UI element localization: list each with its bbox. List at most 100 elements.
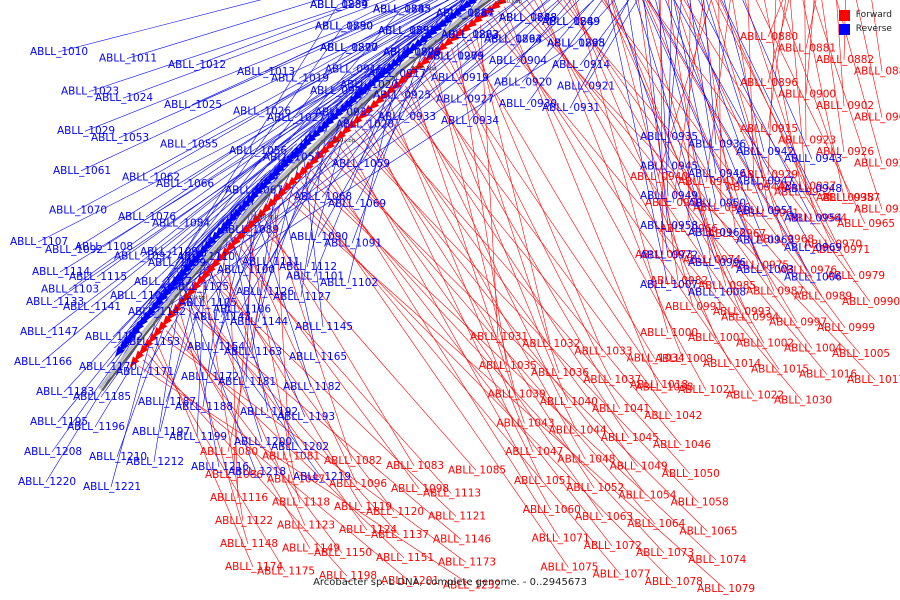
reverse-gene-label: ABLL_0945 [640,161,698,173]
forward-gene-label: ABLL_1071 [532,533,590,545]
legend-reverse: Reverse [838,22,892,36]
forward-gene-label: ABLL_1044 [549,425,607,437]
reverse-gene-label: ABLL_1115 [69,271,127,283]
forward-gene-label: ABLL_1050 [662,468,720,480]
forward-gene-label: ABLL_1174 [225,561,283,573]
reverse-leader-line [574,0,615,44]
reverse-gene-label: ABLL_1216 [191,461,249,473]
reverse-leader-line [112,147,293,338]
reverse-gene-label: ABLL_1056 [229,145,287,157]
forward-gene-label: ABLL_1198 [319,570,377,582]
forward-gene-label: ABLL_1005 [832,348,890,360]
kbp-tick-label: 1250 kbp [252,214,278,220]
forward-leader-line [156,342,254,568]
reverse-leader-line [183,0,463,185]
forward-leader-line [184,307,462,540]
forward-gene-label: ABLL_0971 [812,244,870,256]
forward-gene-label: ABLL_0902 [816,100,874,112]
forward-gene-label: ABLL_0905 [854,112,900,124]
reverse-leader-line [125,43,576,334]
reverse-leader-line [41,169,271,363]
forward-gene-arrow [250,214,261,226]
reverse-gene-label: ABLL_1277 [383,46,441,58]
reverse-leader-line [177,270,257,473]
forward-gene-label: ABLL_1030 [774,395,832,407]
reverse-gene-label: ABLL_0914 [552,59,610,71]
forward-leader-line [764,0,803,193]
reverse-leader-line [351,24,434,244]
reverse-gene-label: ABLL_1090 [290,231,348,243]
forward-gene-label: ABLL_0993 [713,306,771,318]
forward-leader-line [393,95,682,446]
forward-leader-line [856,0,883,118]
forward-leader-line [371,114,691,474]
forward-gene-arrow [297,166,309,177]
forward-gene-label: ABLL_1063 [575,511,633,523]
forward-leader-line [657,0,712,178]
forward-gene-arrow [245,219,256,231]
forward-leader-line [642,0,727,287]
reverse-gene-label: ABLL_1250 [315,21,373,33]
reverse-gene-label: ABLL_0888 [499,12,557,24]
reverse-gene-label: ABLL_1147 [20,326,78,338]
reverse-gene-label: ABLL_1181 [218,376,276,388]
forward-leader-line [556,0,861,354]
reverse-gene-label: ABLL_1153 [122,336,180,348]
forward-leader-line [451,47,560,374]
forward-leader-line [755,0,866,224]
reverse-gene-label: ABLL_1221 [83,481,141,493]
forward-gene-arrow [308,155,319,167]
reverse-leader-line [463,0,563,100]
reverse-gene-label: ABLL_1003 [736,264,794,276]
reverse-leader-line [643,0,669,226]
reverse-gene-label: ABLL_1013 [237,66,295,78]
forward-leader-line [486,19,803,401]
forward-gene-label: ABLL_0966 [660,223,718,235]
forward-gene-label: ABLL_0882 [816,54,874,66]
forward-leader-line [701,0,737,235]
reverse-gene-label: ABLL_1270 [320,42,378,54]
reverse-gene-label: ABLL_0920 [494,76,552,88]
forward-gene-label: ABLL_0880 [740,31,798,43]
forward-leader-line [805,0,815,95]
reverse-gene-label: ABLL_1027 [267,112,325,124]
reverse-gene-label: ABLL_1112 [279,261,337,273]
forward-leader-line [517,0,828,375]
forward-gene-label: ABLL_0961 [741,207,799,219]
forward-gene-arrow [396,75,408,86]
reverse-gene-label: ABLL_1008 [688,286,746,298]
forward-gene-arrow [220,247,231,259]
reverse-leader-line [167,75,371,253]
reverse-gene-label: ABLL_1076 [118,211,176,223]
forward-gene-arrow [185,286,196,298]
reverse-gene-label: ABLL_1067 [225,185,283,197]
forward-gene-arrow [143,338,154,350]
reverse-gene-label: ABLL_1006 [784,272,842,284]
legend-forward-label: Forward [855,10,892,20]
reverse-leader-line [405,0,534,118]
reverse-gene-label: ABLL_1070 [49,204,107,216]
forward-gene-label: ABLL_0937 [778,181,836,193]
reverse-gene-label: ABLL_1097 [114,251,172,263]
reverse-leader-line [96,96,348,278]
forward-gene-label: ABLL_1015 [751,363,809,375]
reverse-gene-label: ABLL_1192 [240,406,298,418]
reverse-gene-label: ABLL_0948 [784,183,842,195]
forward-gene-label: ABLL_0915 [740,123,798,135]
reverse-gene-label: ABLL_1023 [61,86,119,98]
reverse-leader-line [584,0,638,87]
forward-gene-arrow [368,99,380,111]
forward-gene-label: ABLL_0989 [794,291,852,303]
forward-gene-label: ABLL_1060 [523,504,581,516]
reverse-gene-label: ABLL_1263 [441,29,499,41]
forward-gene-arrow [225,241,236,253]
forward-leader-line [611,0,742,313]
reverse-gene-label: ABLL_1183 [36,386,94,398]
forward-gene-arrow [419,56,431,67]
reverse-gene-label: ABLL_0951 [736,205,794,217]
forward-gene-label: ABLL_1039 [488,389,546,401]
reverse-swatch [838,23,850,35]
forward-leader-line [645,0,775,292]
forward-gene-label: ABLL_1004 [784,343,842,355]
gene-arrow-track [114,0,507,368]
